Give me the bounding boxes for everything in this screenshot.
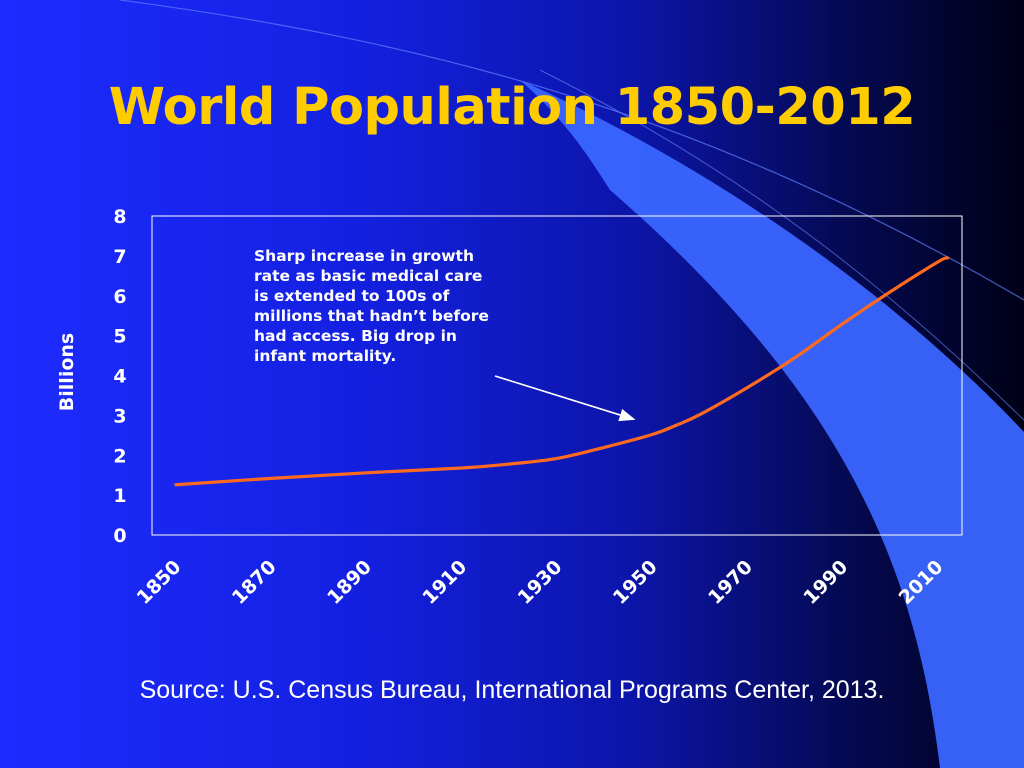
annotation-arrow (494, 375, 636, 422)
x-tick-label: 1850 (133, 556, 186, 609)
x-axis-ticks: 1850 1870 1890 1910 1930 1950 1970 1990 2010 (133, 556, 948, 609)
swoosh-band (520, 80, 1024, 768)
x-tick-label: 1950 (609, 556, 662, 609)
x-tick-label: 1890 (323, 556, 376, 609)
plot-area-frame (151, 215, 963, 536)
y-tick-label: 3 (113, 405, 126, 427)
source-citation: Source: U.S. Census Bureau, Internationa… (139, 676, 885, 704)
x-tick-label: 1870 (228, 556, 281, 609)
y-tick-label: 5 (113, 326, 126, 348)
annotation-text: Sharp increase in growth rate as basic m… (254, 247, 489, 365)
swoosh-thin-line (119, 0, 1024, 301)
y-tick-label: 7 (113, 246, 126, 268)
y-tick-label: 8 (113, 206, 126, 228)
y-tick-label: 1 (113, 485, 126, 507)
series-line (174, 256, 950, 487)
y-tick-label: 0 (113, 525, 126, 547)
x-tick-label: 1930 (514, 556, 567, 609)
y-tick-label: 4 (113, 366, 126, 388)
swoosh-thin-line-2 (539, 69, 1024, 421)
x-tick-label: 2010 (895, 556, 948, 609)
y-axis-ticks: 0 1 2 3 4 5 6 7 8 (113, 206, 126, 547)
x-tick-label: 1970 (704, 556, 757, 609)
x-tick-label: 1910 (418, 556, 471, 609)
y-tick-label: 6 (113, 286, 126, 308)
y-axis-label: Billions (56, 333, 78, 411)
y-tick-label: 2 (113, 445, 126, 467)
slide-title: World Population 1850-2012 (108, 78, 916, 137)
x-tick-label: 1990 (799, 556, 852, 609)
